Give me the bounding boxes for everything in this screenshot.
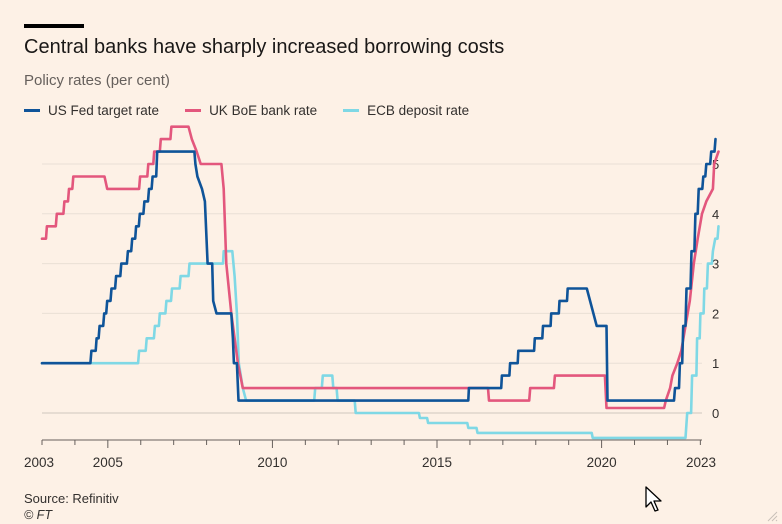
series-line-0 xyxy=(40,137,717,402)
y-axis-ticks: 0 1 2 3 4 5 xyxy=(712,157,719,421)
legend: US Fed target rate UK BoE bank rate ECB … xyxy=(24,103,469,118)
y-tick-label: 1 xyxy=(712,356,719,371)
resize-grip-icon[interactable] xyxy=(766,510,778,522)
series-line-2 xyxy=(40,225,720,440)
series-line-1 xyxy=(40,125,720,410)
legend-label-ecb: ECB deposit rate xyxy=(367,103,470,118)
source-note: Source: Refinitiv xyxy=(24,491,119,506)
y-tick-label: 2 xyxy=(712,306,719,321)
legend-swatch-us-fed xyxy=(24,109,40,112)
x-tick-label: 2020 xyxy=(587,455,617,470)
x-tick-label: 2005 xyxy=(93,455,123,470)
series-lines xyxy=(40,125,720,440)
y-tick-label: 0 xyxy=(712,406,719,421)
y-tick-label: 5 xyxy=(712,157,719,172)
chart-title: Central banks have sharply increased bor… xyxy=(24,36,505,58)
legend-label-uk-boe: UK BoE bank rate xyxy=(209,103,318,118)
x-tick-label: 2010 xyxy=(257,455,287,470)
x-axis: 2003 2005 2010 2015 2020 2023 xyxy=(24,439,716,470)
ft-top-bar xyxy=(24,24,84,28)
y-tick-label: 4 xyxy=(712,207,719,222)
legend-item-ecb: ECB deposit rate xyxy=(343,103,469,118)
chart-subtitle: Policy rates (per cent) xyxy=(24,72,170,89)
x-tick-label: 2003 xyxy=(24,455,54,470)
y-tick-label: 3 xyxy=(712,257,719,272)
legend-swatch-ecb xyxy=(343,109,360,112)
mouse-pointer-icon xyxy=(645,486,662,512)
legend-swatch-uk-boe xyxy=(185,109,202,112)
legend-item-uk-boe: UK BoE bank rate xyxy=(185,103,317,118)
x-tick-label: 2023 xyxy=(686,455,716,470)
legend-label-us-fed: US Fed target rate xyxy=(48,103,160,118)
legend-item-us-fed: US Fed target rate xyxy=(24,103,159,118)
copyright-note: © FT xyxy=(24,508,52,522)
x-tick-label: 2015 xyxy=(422,455,452,470)
